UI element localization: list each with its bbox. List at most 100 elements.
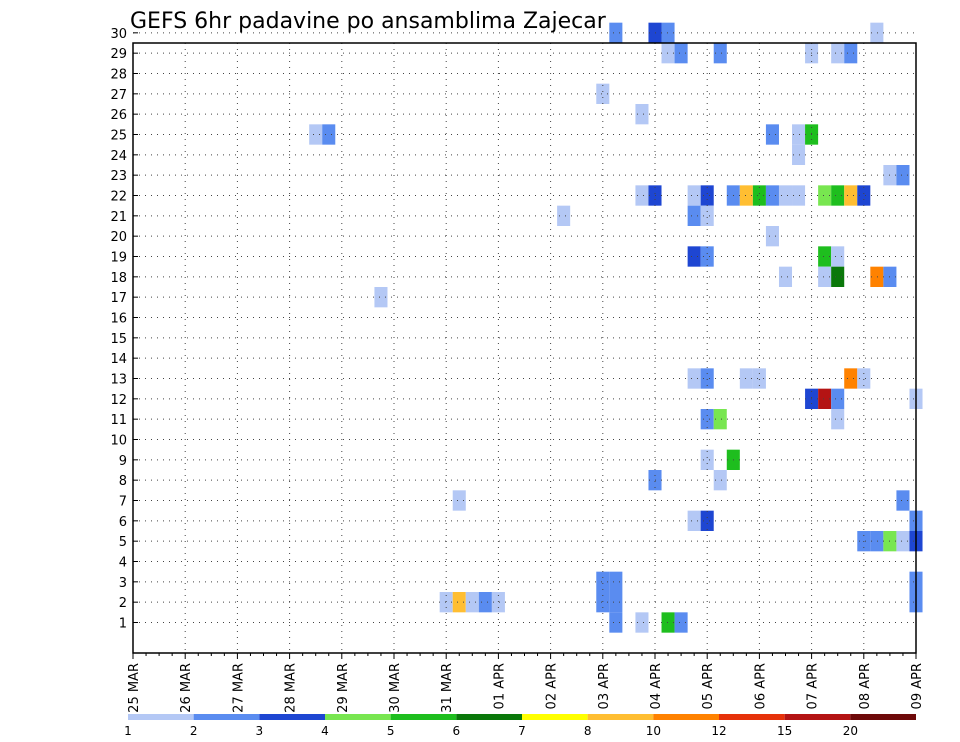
x-tick-label: 29 MAR (336, 663, 351, 713)
y-tick-label: 19 (110, 251, 127, 266)
y-tick-label: 9 (119, 454, 127, 469)
precip-cell (465, 592, 479, 613)
precip-cell (857, 185, 871, 206)
precip-cell (700, 185, 714, 206)
x-tick-label: 08 APR (858, 663, 873, 709)
x-tick-label: 25 MAR (127, 663, 142, 713)
colorbar-segment (850, 714, 916, 720)
y-tick-label: 10 (110, 434, 127, 449)
precip-cell (609, 571, 623, 592)
precip-cell (635, 104, 649, 125)
x-tick-label: 27 MAR (231, 663, 246, 713)
y-tick-label: 26 (110, 108, 127, 123)
y-tick-label: 18 (110, 271, 127, 286)
precip-cell (792, 185, 806, 206)
precip-cell (752, 185, 766, 206)
precip-cell (765, 185, 779, 206)
precip-cell (661, 43, 675, 64)
precip-cell (818, 388, 832, 409)
precip-cell (452, 592, 466, 613)
y-tick-label: 13 (110, 373, 127, 388)
precip-cell (609, 22, 623, 43)
chart-title: GEFS 6hr padavine po ansamblima Zajecar (130, 9, 607, 34)
precip-cell (818, 185, 832, 206)
y-tick-label: 25 (110, 129, 127, 144)
precip-cell (374, 287, 388, 308)
x-tick-label: 30 MAR (388, 663, 403, 713)
x-tick-label: 31 MAR (440, 663, 455, 713)
precip-cell (765, 226, 779, 247)
precip-cell (452, 490, 466, 511)
precip-cell (674, 612, 688, 633)
precip-cell (674, 43, 688, 64)
precip-cell (596, 83, 610, 104)
colorbar-segment (522, 714, 588, 720)
y-tick-label: 6 (119, 515, 127, 530)
x-tick-label: 26 MAR (179, 663, 194, 713)
precip-cell (870, 22, 884, 43)
y-tick-label: 20 (110, 230, 127, 245)
precip-cell (439, 592, 453, 613)
x-tick-label: 02 APR (545, 663, 560, 709)
y-tick-label: 3 (119, 576, 127, 591)
precip-cell (831, 185, 845, 206)
x-tick-label: 07 APR (806, 663, 821, 709)
x-tick-label: 01 APR (492, 663, 507, 709)
precip-cell (778, 185, 793, 206)
y-tick-label: 30 (110, 27, 127, 42)
colorbar-label: 7 (518, 724, 526, 738)
colorbar-label: 6 (453, 724, 461, 738)
precip-cell (322, 124, 336, 145)
precip-cell (596, 571, 610, 592)
precip-cell (687, 510, 701, 531)
precip-cell (739, 368, 753, 389)
y-tick-label: 11 (110, 413, 127, 428)
y-tick-label: 27 (110, 88, 127, 103)
precip-cell (844, 185, 858, 206)
precip-cell (896, 531, 910, 552)
precip-cell (609, 612, 623, 633)
precip-cell (778, 266, 793, 287)
precip-cell (700, 449, 714, 470)
precip-cell (700, 510, 714, 531)
colorbar-segment (325, 714, 391, 720)
x-tick-label: 06 APR (753, 663, 768, 709)
y-tick-label: 22 (110, 190, 127, 205)
colorbar-label: 1 (124, 724, 132, 738)
colorbar-segment (784, 714, 851, 720)
x-tick-label: 03 APR (597, 663, 612, 709)
colorbar-label: 3 (256, 724, 264, 738)
colorbar-segment (653, 714, 719, 720)
y-tick-label: 28 (110, 68, 127, 83)
colorbar-label: 5 (387, 724, 395, 738)
precip-cell (844, 43, 858, 64)
precip-cell (818, 266, 832, 287)
cells-layer (309, 22, 923, 633)
colorbar-segment (193, 714, 260, 720)
y-tick-label: 23 (110, 169, 127, 184)
precip-cell (557, 205, 571, 226)
colorbar-label: 4 (321, 724, 329, 738)
colorbar-label: 10 (646, 724, 661, 738)
precip-cell (831, 388, 845, 409)
precip-cell (661, 612, 675, 633)
precip-cell (687, 205, 701, 226)
precip-cell (752, 368, 766, 389)
colorbar-label: 15 (777, 724, 792, 738)
precip-cell (635, 612, 649, 633)
precip-cell (713, 470, 727, 491)
precip-cell (818, 246, 832, 267)
precip-cell (491, 592, 505, 613)
colorbar-label: 8 (584, 724, 592, 738)
colorbar: 1 2 3 4 5 6 7 8 10 12 15 20 (124, 714, 916, 738)
y-tick-label: 14 (110, 352, 127, 367)
precip-cell (478, 592, 492, 613)
precip-cell (831, 266, 845, 287)
y-tick-label: 2 (119, 596, 127, 611)
precip-cell (792, 124, 806, 145)
precip-cell (687, 246, 701, 267)
precip-cell (870, 531, 884, 552)
colorbar-segment (456, 714, 522, 720)
precip-cell (896, 490, 910, 511)
